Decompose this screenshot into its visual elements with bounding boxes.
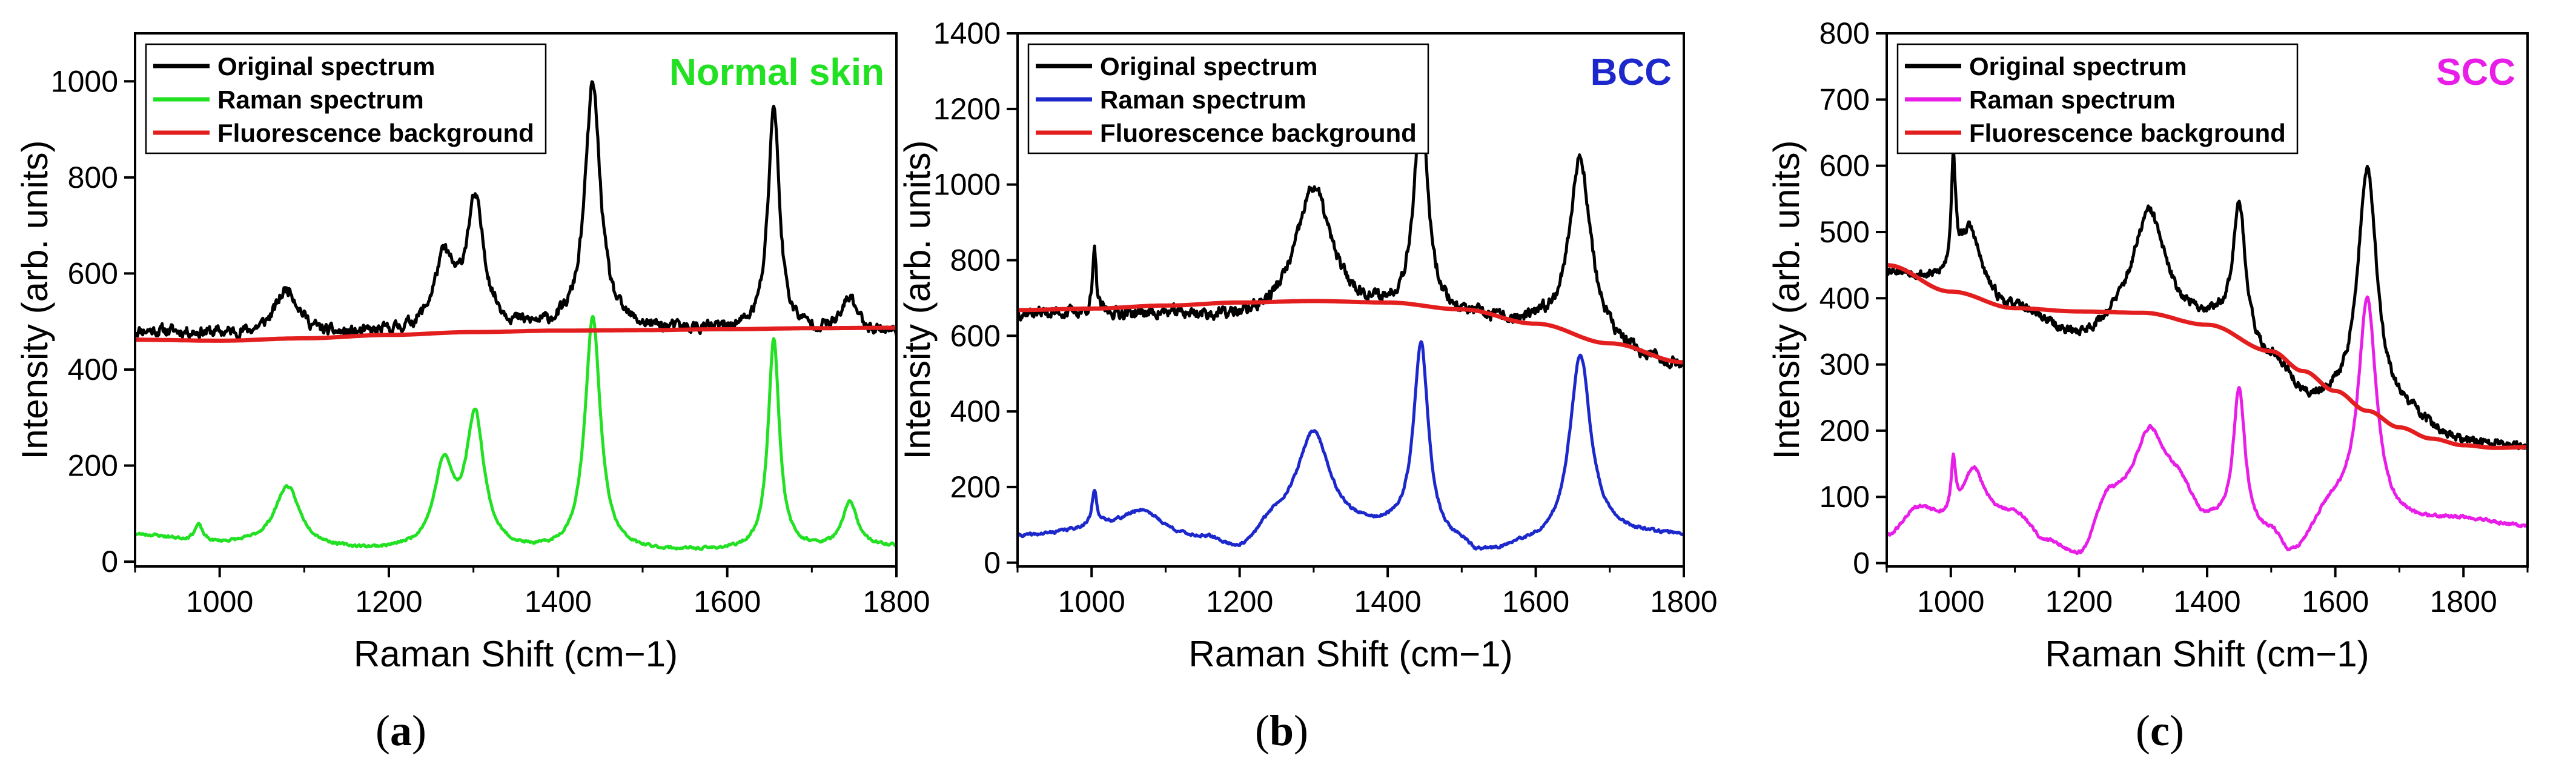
y-tick-label: 600 — [68, 256, 118, 290]
y-tick-label: 1000 — [933, 168, 1001, 202]
y-tick-label: 600 — [950, 319, 1001, 353]
y-tick-label: 200 — [950, 470, 1001, 504]
x-tick-label: 1800 — [2430, 585, 2497, 619]
x-tick-label: 1200 — [2045, 585, 2113, 619]
y-tick-label: 0 — [1853, 546, 1870, 580]
series-line-original-spectrum — [1018, 102, 1684, 370]
x-tick-label: 1200 — [355, 585, 422, 619]
legend-box — [1027, 43, 1429, 154]
legend-label: Original spectrum — [217, 52, 435, 81]
plot-frame — [1886, 32, 2529, 568]
y-tick-label: 300 — [1819, 348, 1870, 382]
legend-label: Original spectrum — [1969, 52, 2187, 81]
x-tick-label: 1000 — [1917, 585, 1984, 619]
y-tick-label: 1200 — [933, 92, 1001, 126]
x-tick-label: 1800 — [863, 585, 930, 619]
legend-label: Original spectrum — [1100, 52, 1317, 81]
series-line-fluorescence-background — [135, 325, 896, 343]
legend-label: Raman spectrum — [1969, 85, 2176, 114]
plot-frame — [134, 32, 898, 568]
y-tick-label: 200 — [1819, 414, 1870, 448]
y-tick-label: 400 — [68, 353, 118, 387]
legend-label: Fluorescence background — [1969, 119, 2286, 147]
panel-title: BCC — [1591, 51, 1672, 93]
legend-box — [145, 43, 547, 154]
x-tick-label: 1400 — [1354, 585, 1421, 619]
legend-label: Raman spectrum — [1100, 85, 1306, 114]
caption-b: (b) — [1254, 706, 1308, 755]
y-tick-label: 0 — [984, 546, 1001, 580]
x-tick-label: 1000 — [1058, 585, 1125, 619]
series-line-raman-spectrum — [1018, 340, 1684, 551]
y-axis-label: Intensity (arb. units) — [1766, 141, 1807, 460]
legend-label: Fluorescence background — [1100, 119, 1417, 147]
x-tick-label: 1400 — [525, 585, 592, 619]
x-axis-label: Raman Shift (cm−1) — [354, 634, 678, 674]
panel-title: SCC — [2436, 51, 2515, 93]
legend-label: Raman spectrum — [217, 85, 424, 114]
x-tick-label: 1200 — [1206, 585, 1273, 619]
y-tick-label: 400 — [950, 394, 1001, 428]
y-tick-label: 1000 — [51, 64, 118, 98]
series-line-raman-spectrum — [135, 314, 896, 551]
y-tick-label: 800 — [68, 161, 118, 194]
series-line-fluorescence-background — [1018, 299, 1684, 365]
legend-box — [1896, 43, 2299, 154]
x-tick-label: 1600 — [694, 585, 761, 619]
y-tick-label: 0 — [101, 545, 118, 579]
x-tick-label: 1600 — [2302, 585, 2369, 619]
y-tick-label: 400 — [1819, 281, 1870, 315]
series-line-original-spectrum — [135, 80, 896, 341]
y-tick-label: 800 — [1819, 16, 1870, 50]
caption-c: (c) — [2136, 706, 2184, 755]
y-tick-label: 700 — [1819, 82, 1870, 116]
plot-frame — [1016, 32, 1685, 568]
x-axis-label: Raman Shift (cm−1) — [1188, 634, 1512, 674]
panel-title: Normal skin — [669, 51, 884, 93]
caption-a: (a) — [376, 706, 426, 755]
y-axis-label: Intensity (arb. units) — [15, 141, 55, 460]
y-tick-label: 800 — [950, 243, 1001, 277]
x-tick-label: 1000 — [186, 585, 253, 619]
y-axis-label: Intensity (arb. units) — [897, 141, 938, 460]
y-tick-label: 500 — [1819, 215, 1870, 249]
x-tick-label: 1400 — [2173, 585, 2240, 619]
y-tick-label: 600 — [1819, 149, 1870, 183]
y-tick-label: 100 — [1819, 480, 1870, 514]
series-line-raman-spectrum — [1887, 295, 2528, 556]
y-tick-label: 1400 — [933, 16, 1001, 50]
series-line-original-spectrum — [1887, 147, 2528, 451]
series-line-fluorescence-background — [1887, 263, 2528, 450]
x-tick-label: 1800 — [1650, 585, 1717, 619]
y-tick-label: 200 — [68, 449, 118, 483]
legend-label: Fluorescence background — [217, 119, 534, 147]
x-tick-label: 1600 — [1502, 585, 1569, 619]
x-axis-label: Raman Shift (cm−1) — [2045, 634, 2369, 674]
